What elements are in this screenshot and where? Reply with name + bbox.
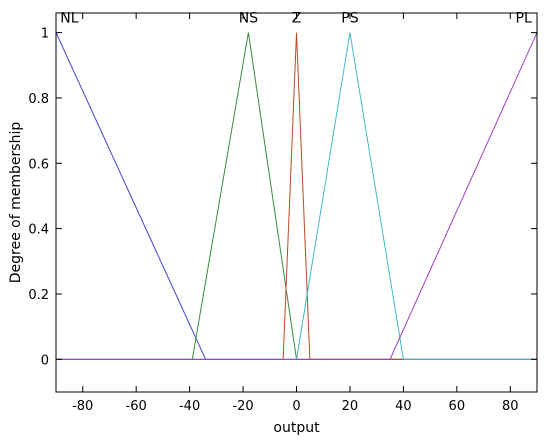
x-tick-label: -40 [179,399,200,414]
series-layer [55,32,538,360]
series-label-layer: NL NS Z PS PL [60,11,532,27]
series-label-z: Z [292,11,302,27]
x-tick-label: -80 [72,399,93,414]
series-line-ns [56,32,537,360]
series-label-nl: NL [60,11,78,27]
x-tick-label: -20 [232,399,253,414]
y-tick-label: 0.6 [28,157,49,172]
x-tick-label: 0 [292,399,300,414]
x-tick-label: 80 [502,399,519,414]
series-label-ps: PS [341,11,358,27]
series-line-pl [56,32,538,360]
x-axis-label: output [273,420,320,436]
series-label-ns: NS [239,11,258,27]
plot-frame [55,12,538,393]
x-tick-label: -60 [126,399,147,414]
series-line-z [56,32,537,360]
y-tick-label: 0.2 [28,288,49,303]
y-tick-label: 0.4 [28,223,49,238]
series-line-nl [55,32,537,360]
y-axis-label: Degree of membership [8,122,24,284]
y-tick-label: 1 [41,27,49,42]
x-tick-label: 40 [395,399,412,414]
tick-layer: -80 -60 -40 -20 0 20 40 60 80 0 0.2 0.4 0.6 0.8 1 [28,13,537,414]
series-line-ps [56,32,537,360]
series-label-pl: PL [516,11,532,27]
y-tick-label: 0.8 [28,92,49,107]
x-tick-label: 60 [449,399,466,414]
x-tick-label: 20 [342,399,359,414]
y-tick-label: 0 [41,353,49,368]
